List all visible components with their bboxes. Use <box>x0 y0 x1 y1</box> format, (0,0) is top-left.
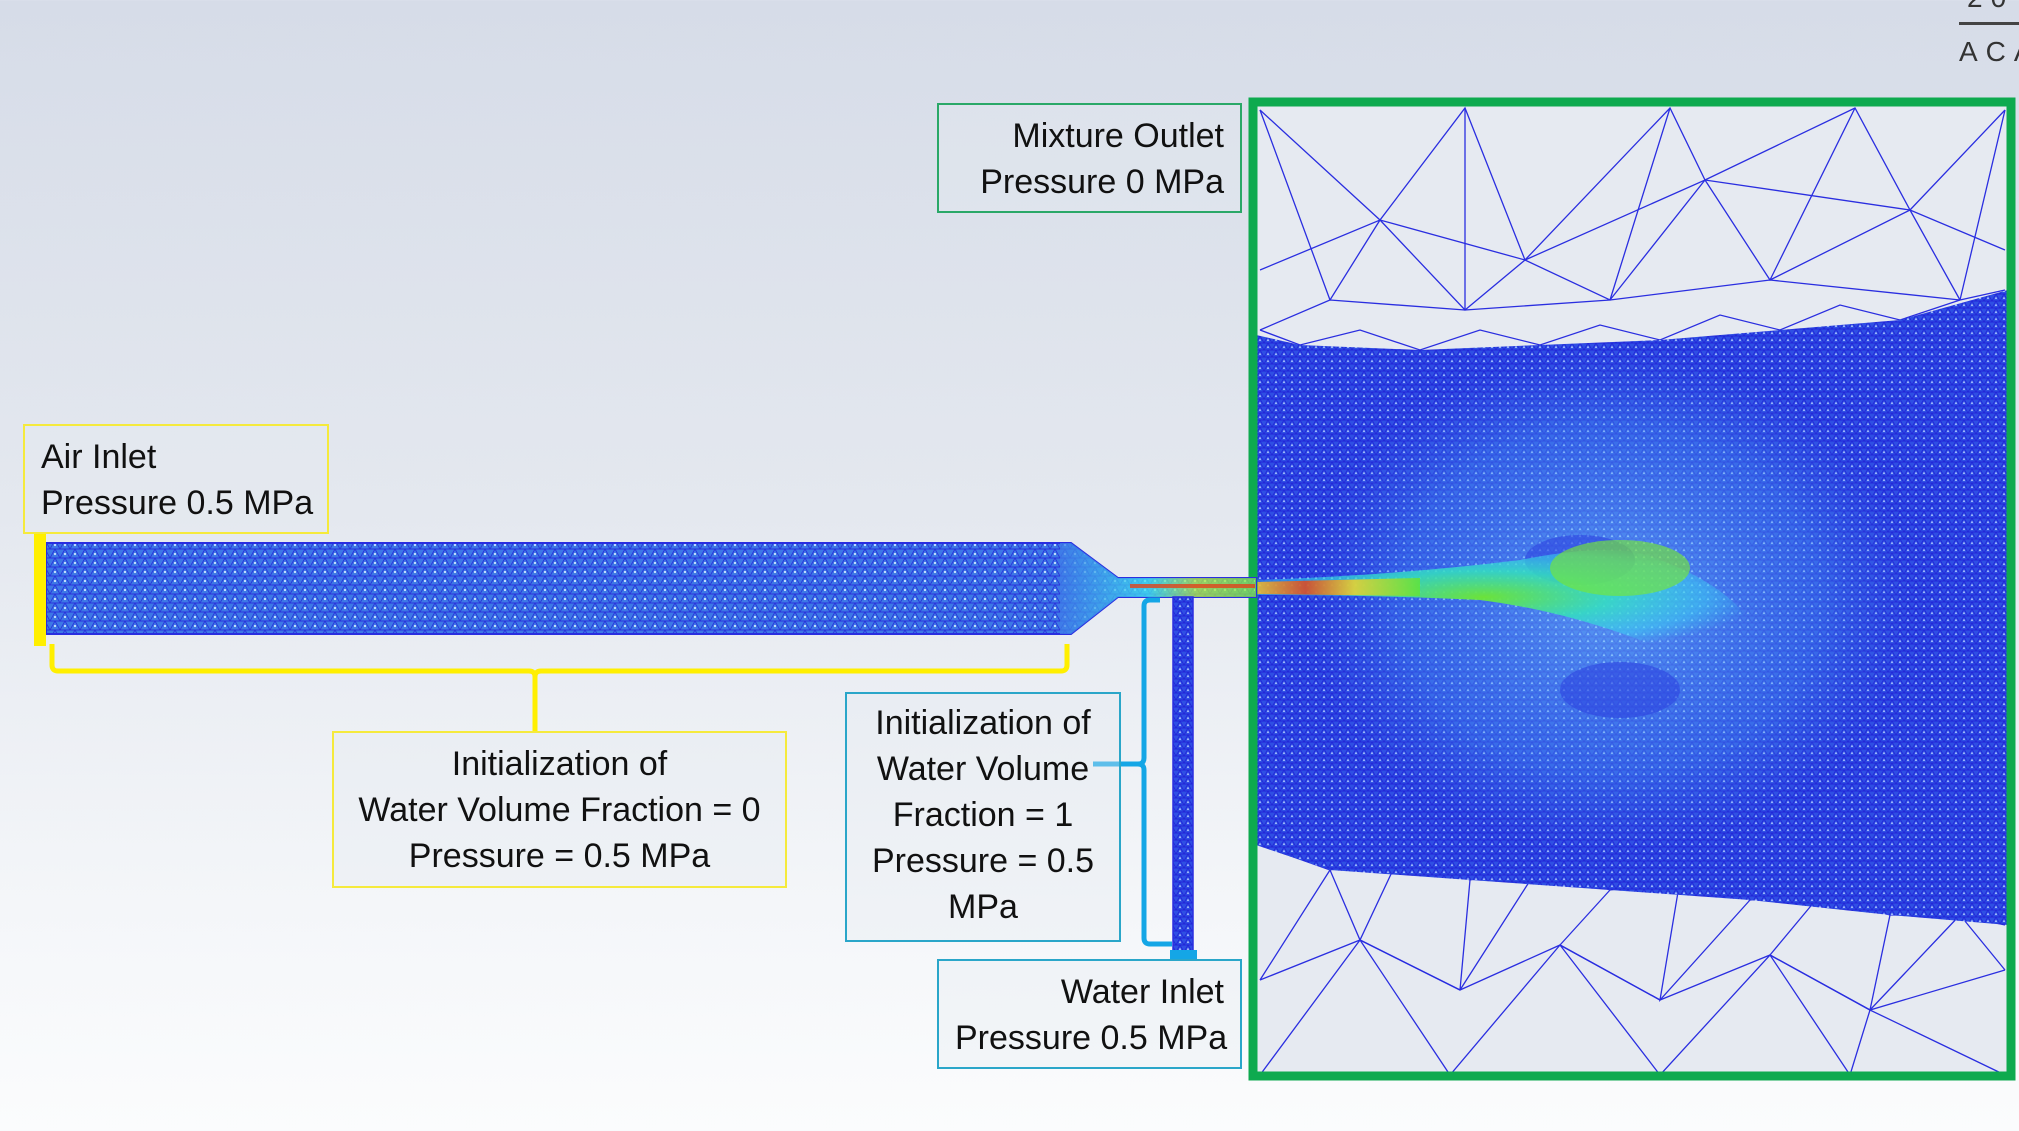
air-pipe <box>45 542 1257 635</box>
water-inlet-title: Water Inlet <box>1060 973 1224 1011</box>
water-init-line4: Pressure = 0.5 <box>871 842 1095 880</box>
jet-stream <box>1256 578 1420 596</box>
air-initialization-label: Initialization of Water Volume Fraction … <box>332 731 787 888</box>
air-inlet-title: Air Inlet <box>41 438 157 476</box>
water-init-line1: Initialization of <box>875 704 1091 742</box>
brand-top-text: 20 <box>1967 0 2014 14</box>
water-initialization-label: Initialization of Water Volume Fraction … <box>845 692 1121 942</box>
air-init-line1: Initialization of <box>451 745 668 783</box>
water-inlet-pressure: Pressure 0.5 MPa <box>955 1019 1228 1057</box>
water-pipe <box>1172 596 1194 955</box>
outlet-domain <box>1253 102 2011 1077</box>
water-domain-bracket <box>1093 597 1172 947</box>
air-inlet-label: Air Inlet Pressure 0.5 MPa <box>23 424 329 534</box>
water-inlet-label: Water Inlet Pressure 0.5 MPa <box>937 959 1242 1069</box>
coarse-mesh-top <box>1259 106 2006 351</box>
mixture-outlet-label: Mixture Outlet Pressure 0 MPa <box>937 103 1242 213</box>
mixture-outlet-title: Mixture Outlet <box>1012 117 1224 155</box>
brand-rule <box>1959 22 2019 25</box>
mixture-outlet-pressure: Pressure 0 MPa <box>980 163 1224 201</box>
brand-bottom-text: ACAD <box>1959 36 2019 67</box>
water-inlet-marker <box>1170 950 1197 961</box>
air-inlet-marker <box>34 533 46 646</box>
water-init-line5: MPa <box>948 888 1018 926</box>
air-inlet-pressure: Pressure 0.5 MPa <box>41 484 314 522</box>
water-init-line3: Fraction = 1 <box>892 796 1074 834</box>
air-domain-bracket <box>49 644 1070 731</box>
water-init-line2: Water Volume <box>876 750 1090 788</box>
air-init-line3: Pressure = 0.5 MPa <box>408 837 711 875</box>
air-init-line2: Water Volume Fraction = 0 <box>358 791 761 829</box>
